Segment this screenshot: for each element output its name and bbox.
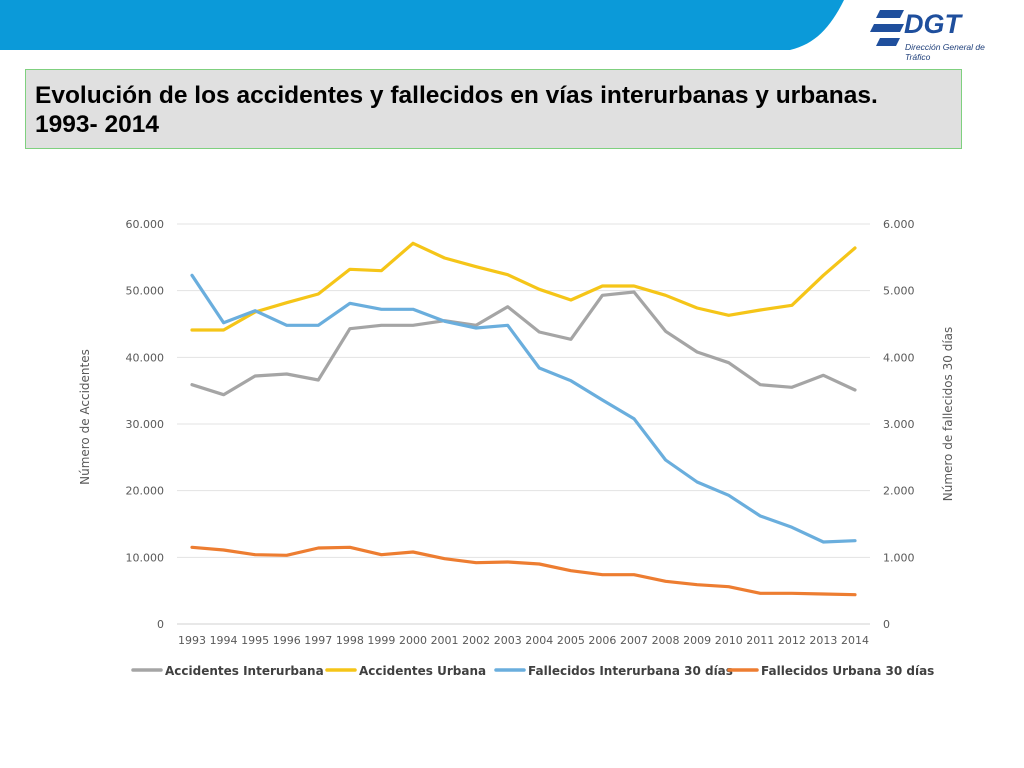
x-tick-label: 1998 [336, 634, 364, 647]
y2-tick-label: 6.000 [883, 218, 915, 231]
y-tick-label: 10.000 [126, 551, 165, 564]
series-line-2 [190, 241, 857, 332]
y2-tick-label: 3.000 [883, 418, 915, 431]
top-banner [0, 0, 844, 50]
x-tick-label: 2002 [462, 634, 490, 647]
y2-tick-label: 1.000 [883, 551, 915, 564]
y2-axis-title: Número de fallecidos 30 días [941, 327, 955, 502]
x-tick-label: 2005 [557, 634, 585, 647]
x-tick-label: 2011 [746, 634, 774, 647]
logo-text: DGT [904, 9, 961, 39]
x-tick-label: 2009 [683, 634, 711, 647]
legend-label: Accidentes Urbana [359, 664, 486, 678]
y-tick-label: 30.000 [126, 418, 165, 431]
x-tick-label: 2010 [715, 634, 743, 647]
x-tick-label: 2012 [778, 634, 806, 647]
chart-legend: Accidentes Interurbana Accidentes Urbana F… [131, 664, 934, 678]
series-line-4 [190, 545, 857, 597]
x-tick-label: 1996 [273, 634, 301, 647]
x-tick-label: 1997 [304, 634, 332, 647]
x-tick-label: 2003 [494, 634, 522, 647]
x-tick-label: 1994 [210, 634, 238, 647]
x-tick-label: 2006 [588, 634, 616, 647]
chart-series [190, 241, 857, 597]
x-tick-label: 1995 [241, 634, 269, 647]
dgt-logo-icon [870, 10, 904, 46]
y-axis-ticks: 0 10.000 20.000 30.000 40.000 50.000 60.000 [126, 218, 165, 631]
y2-tick-label: 2.000 [883, 485, 915, 498]
legend-label: Fallecidos Urbana 30 días [761, 664, 934, 678]
x-tick-label: 2013 [809, 634, 837, 647]
logo-subtitle: Dirección General de Tráfico [905, 42, 985, 62]
y-tick-label: 50.000 [126, 285, 165, 298]
x-tick-label: 2000 [399, 634, 427, 647]
y2-tick-label: 0 [883, 618, 890, 631]
x-tick-label: 2007 [620, 634, 648, 647]
y-axis-title: Número de Accidentes [78, 349, 92, 485]
x-tick-label: 2001 [431, 634, 459, 647]
x-tick-label: 1993 [178, 634, 206, 647]
dgt-logo [866, 6, 1016, 64]
x-tick-label: 2008 [652, 634, 680, 647]
series-line-1 [190, 290, 857, 397]
y2-axis-ticks: 0 1.000 2.000 3.000 4.000 5.000 6.000 [883, 218, 915, 631]
series-line-3 [190, 273, 857, 544]
y-tick-label: 60.000 [126, 218, 165, 231]
x-tick-label: 2014 [841, 634, 869, 647]
y-tick-label: 40.000 [126, 351, 165, 364]
y2-tick-label: 4.000 [883, 351, 915, 364]
x-tick-label: 1999 [367, 634, 395, 647]
title-box: Evolución de los accidentes y fallecidos… [25, 69, 962, 149]
chart-grid [177, 223, 870, 625]
y-tick-label: 0 [157, 618, 164, 631]
x-tick-label: 2004 [525, 634, 553, 647]
y2-tick-label: 5.000 [883, 285, 915, 298]
x-axis-ticks: 1993 1994 1995 1996 1997 1998 1999 2000 2001 2002… [178, 634, 869, 647]
y-tick-label: 20.000 [126, 485, 165, 498]
slide-title: Evolución de los accidentes y fallecidos… [35, 82, 878, 138]
legend-label: Fallecidos Interurbana 30 días [528, 664, 733, 678]
legend-label: Accidentes Interurbana [165, 664, 324, 678]
banner-shape [0, 0, 844, 50]
